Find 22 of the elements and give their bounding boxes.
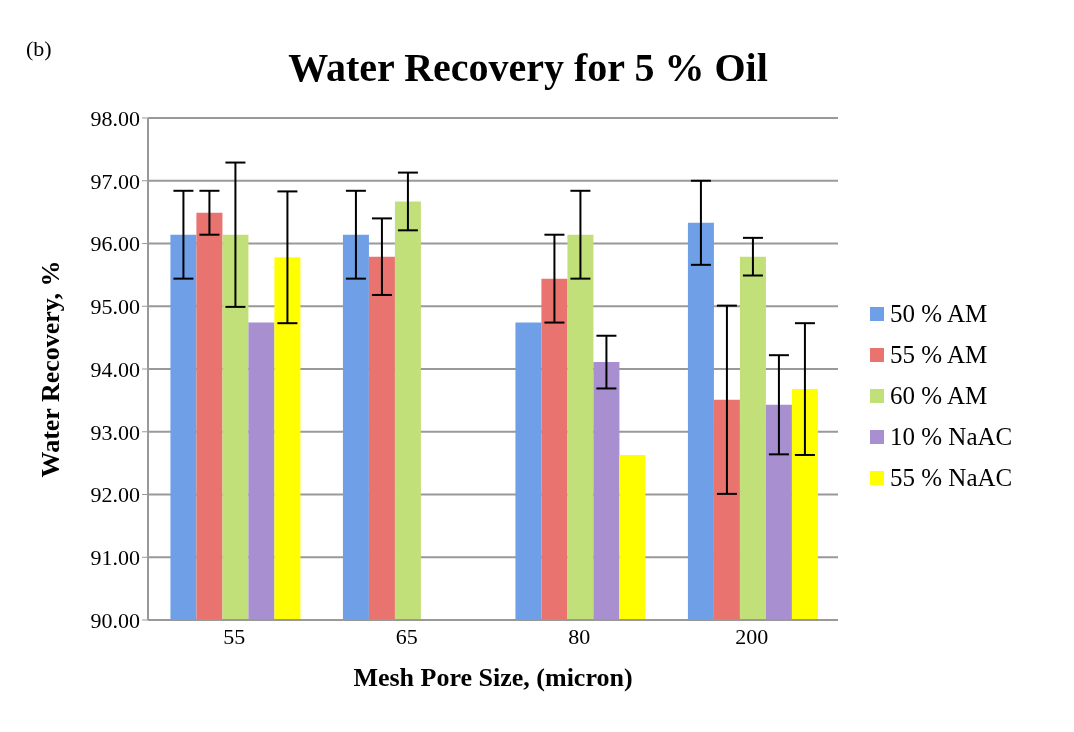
chart-title: Water Recovery for 5 % Oil — [287, 44, 769, 91]
x-tick-label: 80 — [568, 623, 591, 649]
y-tick-label: 92.00 — [90, 482, 140, 508]
y-tick-label: 90.00 — [90, 607, 140, 633]
legend-label: 55 % NaAC — [890, 463, 1013, 492]
y-tick-label: 94.00 — [90, 356, 140, 382]
x-axis-title: Mesh Pore Size, (micron) — [353, 663, 633, 692]
x-tick-label: 65 — [395, 623, 418, 649]
y-tick-label: 93.00 — [90, 419, 140, 445]
text: (b) — [26, 36, 52, 62]
legend-label: 55 % AM — [890, 340, 988, 369]
legend-label: 50 % AM — [890, 299, 988, 328]
y-tick-label: 98.00 — [90, 105, 140, 131]
y-tick-label: 96.00 — [90, 231, 140, 257]
x-tick-label: 55 — [223, 623, 246, 649]
legend-label: 10 % NaAC — [890, 422, 1013, 451]
x-tick-label: 200 — [735, 623, 769, 649]
y-tick-label: 95.00 — [90, 294, 140, 320]
y-axis-title: Water Recovery, % — [36, 260, 66, 478]
legend-label: 60 % AM — [890, 381, 988, 410]
y-tick-label: 91.00 — [90, 545, 140, 571]
y-tick-label: 97.00 — [90, 168, 140, 194]
